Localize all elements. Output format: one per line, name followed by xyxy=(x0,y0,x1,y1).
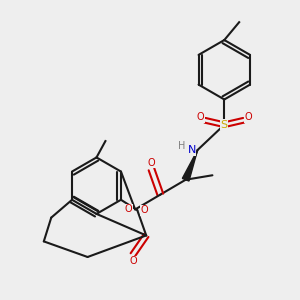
Text: H: H xyxy=(178,140,185,151)
Text: N: N xyxy=(188,145,196,155)
Text: O: O xyxy=(129,256,137,266)
Text: O: O xyxy=(125,204,132,214)
Text: O: O xyxy=(148,158,155,168)
Text: O: O xyxy=(244,112,252,122)
Text: S: S xyxy=(221,120,228,130)
Text: O: O xyxy=(197,112,204,122)
Polygon shape xyxy=(182,150,198,181)
Text: O: O xyxy=(140,205,148,215)
